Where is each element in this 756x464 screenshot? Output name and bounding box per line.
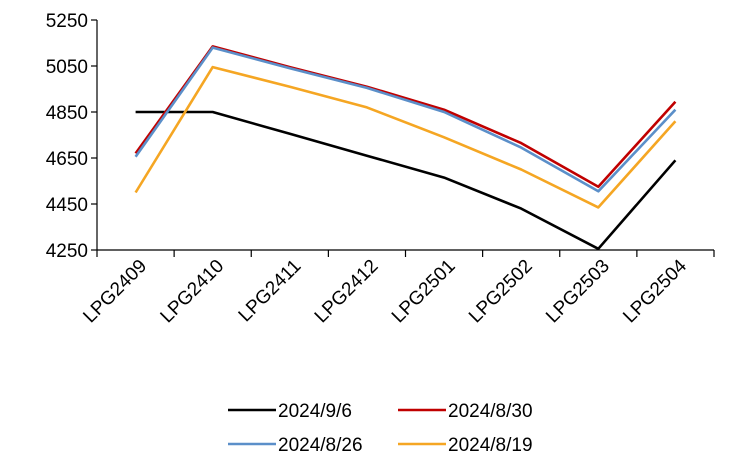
x-tick-label: LPG2501 — [388, 256, 460, 328]
legend-label: 2024/8/19 — [448, 435, 533, 456]
x-axis-ticks: LPG2409 LPG2410 LPG2411 LPG2412 LPG2501 LPG25… — [79, 250, 715, 328]
y-tick-label: 4450 — [46, 195, 88, 216]
y-tick-label: 5250 — [46, 11, 88, 32]
y-axis-ticks: 4250 4450 4650 4850 5050 5250 — [46, 11, 97, 262]
series-lines — [134, 45, 677, 251]
y-tick-label: 4650 — [46, 149, 88, 170]
x-tick-label: LPG2412 — [311, 256, 383, 328]
legend-label: 2024/9/6 — [278, 401, 352, 422]
series-line — [134, 65, 677, 209]
x-tick-label: LPG2411 — [235, 256, 306, 327]
x-tick-label: LPG2504 — [619, 255, 691, 327]
legend-label: 2024/8/30 — [448, 401, 533, 422]
x-tick-label: LPG2409 — [79, 256, 151, 328]
y-tick-label: 4250 — [46, 241, 88, 262]
x-tick-label: LPG2503 — [542, 256, 614, 328]
series-line — [135, 110, 677, 251]
legend: 2024/9/6 2024/8/30 2024/8/26 2024/8/19 — [228, 401, 533, 456]
axes — [96, 20, 714, 251]
series-line — [134, 46, 677, 193]
legend-label: 2024/8/26 — [278, 435, 363, 456]
x-tick-label: LPG2502 — [465, 256, 537, 328]
x-tick-label: LPG2410 — [157, 256, 229, 328]
y-tick-label: 4850 — [46, 103, 88, 124]
y-tick-label: 5050 — [46, 57, 88, 78]
